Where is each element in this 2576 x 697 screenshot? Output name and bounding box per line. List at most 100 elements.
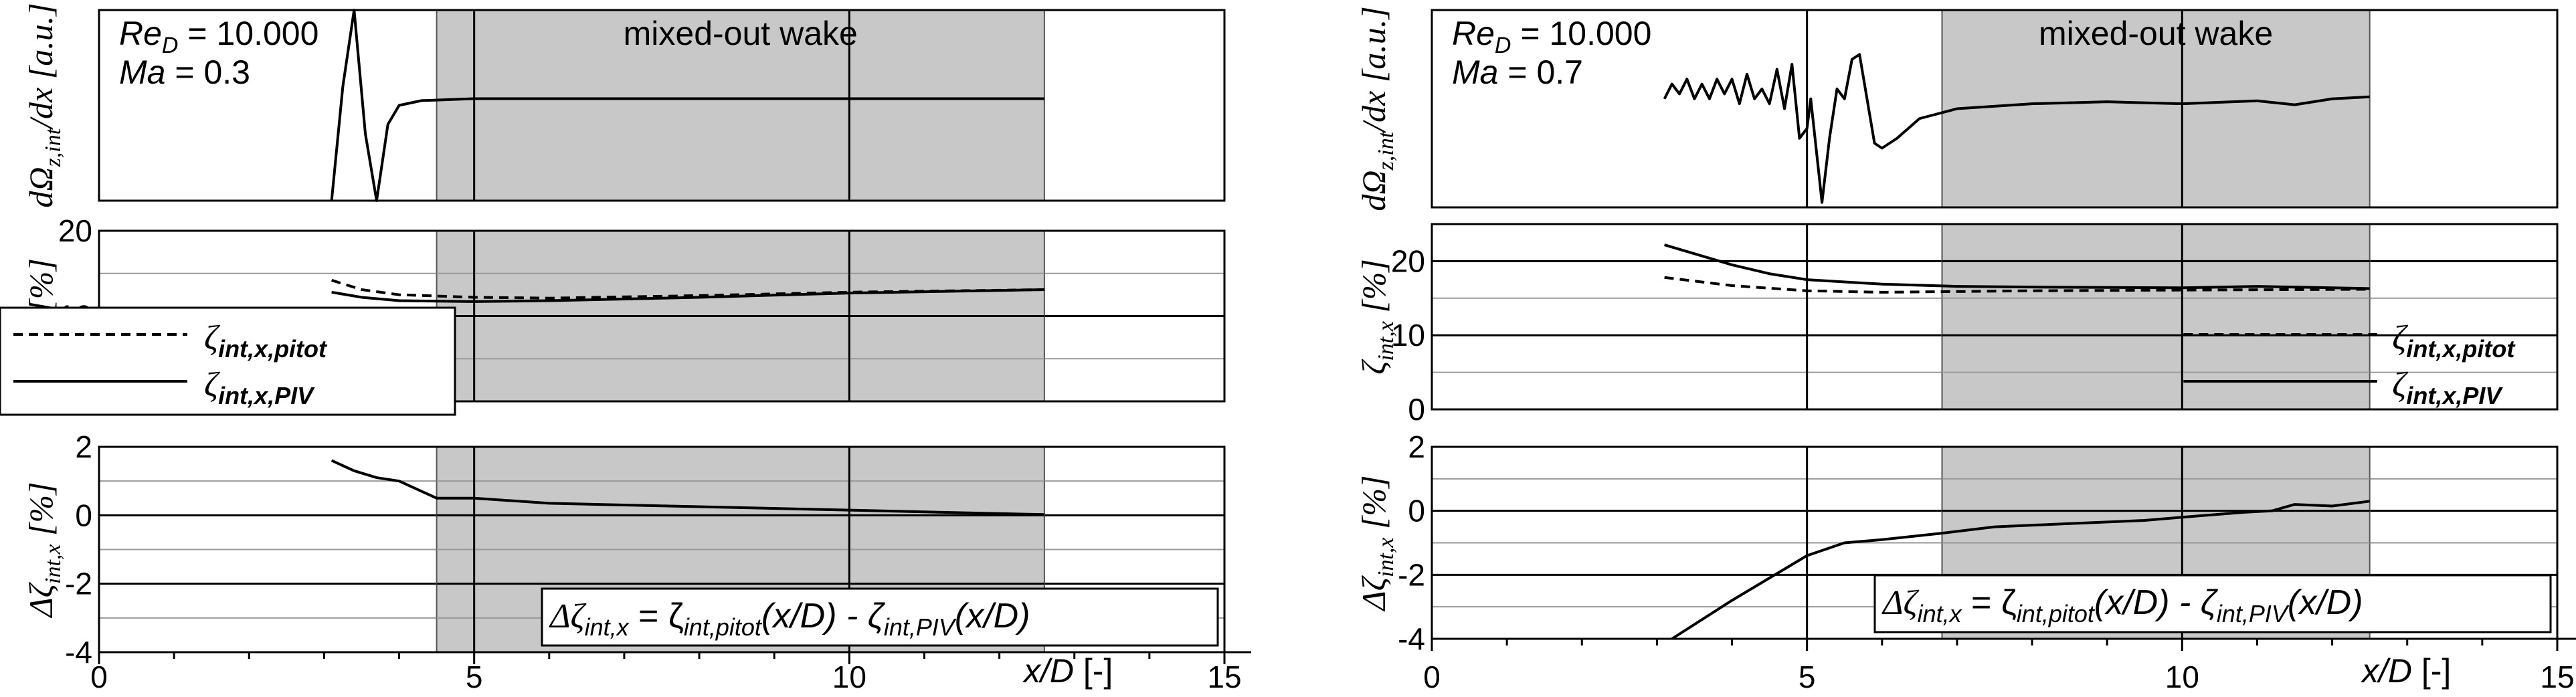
y-tick-label: 2 (1408, 429, 1425, 464)
formula-sub: int,pitot (2017, 600, 2096, 627)
y-label-tail: /dx (1355, 91, 1392, 134)
chart-panel-left: dΩz,int/dx [a.u.] 0 10 20 ζ int,x [%] -4 -2 0 2 Δζ… (0, 3, 1251, 694)
y-label-unit: [%] (1355, 259, 1392, 321)
x-tick-label: 5 (466, 660, 483, 694)
legend-symbol: ζ (204, 319, 220, 357)
y-tick-label: 2 (75, 429, 92, 464)
ma-value: = 0.3 (165, 54, 250, 91)
reynolds-label: ReD = 10.000 (1452, 15, 1651, 58)
y-label-unit: [%] (22, 482, 60, 544)
subplot-top: dΩz,int/dx [a.u.] (22, 3, 1226, 208)
y-axis-label-bottom: Δζint,x [%] (1355, 475, 1398, 611)
y-tick-label: -2 (65, 567, 92, 601)
x-tick-label: 5 (1799, 660, 1816, 694)
y-label-sub: int,x (1374, 538, 1398, 577)
x-tick-label: 0 (1423, 660, 1441, 694)
series-line-middle-1 (331, 288, 1044, 303)
legend-subscript: int,x,PIV (218, 382, 315, 409)
series-line-top-0 (330, 9, 1044, 202)
x-label-unit: [-] (2412, 652, 2451, 690)
legend-label-1: ζint,x,PIV (204, 366, 315, 409)
y-label-main: Δζ (22, 581, 60, 618)
x-tick-label: 10 (832, 660, 866, 694)
y-label-sub: int,x (1374, 321, 1398, 361)
series-line-bottom-0 (331, 459, 1044, 516)
series-line-bottom-0 (1671, 500, 2370, 640)
re-subscript: D (162, 33, 179, 58)
y-tick-label: -2 (1398, 557, 1425, 592)
y-axis-label-top: dΩz,int/dx [a.u.] (22, 3, 66, 207)
ma-symbol: Ma (1452, 54, 1498, 91)
legend-symbol: ζ (2392, 319, 2408, 357)
re-value: = 10.000 (178, 15, 318, 52)
x-label-var: x/D (2361, 652, 2412, 690)
formula-sub: int,x (1918, 600, 1963, 627)
formula-part: = ζ (1962, 583, 2017, 622)
formula-part: (x/D) - ζ (761, 597, 886, 635)
y-tick-label: 0 (75, 498, 92, 532)
series-line-middle-0 (1664, 276, 2370, 294)
shaded-region (1941, 223, 2371, 410)
legend-symbol: ζ (2392, 366, 2408, 404)
y-axis-label-bottom: Δζint,x [%] (22, 482, 66, 618)
y-tick-label: 0 (1408, 392, 1425, 427)
x-axis-label: x/D [-] (1022, 652, 1113, 690)
x-axis-label: x/D [-] (2361, 652, 2451, 690)
y-tick-label: -4 (65, 635, 92, 670)
subplot-top: dΩz,int/dx [a.u.] (1355, 6, 2559, 211)
y-label-unit: [%] (1355, 475, 1392, 537)
formula-text: Δζint,x = ζint,pitot(x/D) - ζint,PIV(x/D… (1881, 583, 2363, 627)
legend-subscript: int,x,pitot (218, 335, 328, 363)
x-tick-label: 15 (2540, 660, 2574, 694)
y-tick-label: 10 (1391, 318, 1425, 353)
re-subscript: D (1495, 33, 1511, 58)
legend-label-0: ζint,x,pitot (204, 319, 328, 363)
y-tick-label: 20 (58, 213, 92, 248)
y-label-sub: int,x (41, 544, 66, 584)
legend-label-1: ζint,x,PIV (2392, 366, 2503, 409)
formula-sub: int,PIV (884, 613, 957, 641)
x-tick-label: 0 (90, 660, 108, 694)
formula-part: Δζ (1881, 584, 1920, 622)
x-tick-label: 15 (1207, 660, 1241, 694)
re-symbol: Re (119, 15, 162, 52)
formula-part: (x/D) (955, 597, 1030, 635)
ma-symbol: Ma (119, 54, 165, 91)
y-label-main: Δζ (1355, 575, 1392, 611)
formula-box (1873, 574, 2552, 633)
plot-frame (1431, 223, 2559, 411)
y-label-sub: z,int (1374, 130, 1398, 171)
formula-text: Δζint,x = ζint,pitot(x/D) - ζint,PIV(x/D… (549, 597, 1030, 641)
formula-sub: int,PIV (2217, 600, 2290, 627)
formula-part: Δζ (549, 597, 587, 635)
legend-box (0, 306, 456, 416)
plot-frame (1431, 9, 2559, 209)
y-tick-label: -4 (1398, 621, 1425, 656)
series-line-middle-1 (1664, 243, 2370, 290)
legend-subscript: int,x,pitot (2406, 335, 2516, 363)
x-axis: 0 5 10 15 x/D [-] (1423, 637, 2576, 694)
legend-subscript: int,x,PIV (2406, 382, 2503, 409)
legend-label-0: ζint,x,pitot (2392, 319, 2516, 363)
x-label-var: x/D (1022, 652, 1074, 690)
formula-part: = ζ (629, 597, 684, 635)
x-label-unit: [-] (1074, 652, 1113, 690)
y-label-main: dΩ (22, 167, 60, 207)
formula-sub: int,x (585, 613, 630, 641)
series-line-top-0 (1663, 53, 2370, 204)
formula-part: (x/D) (2288, 583, 2363, 622)
mach-label: Ma = 0.7 (1452, 54, 1583, 91)
formula-part: (x/D) - ζ (2094, 583, 2219, 622)
formula-sub: int,pitot (684, 613, 763, 641)
y-label-sub: z,int (41, 127, 66, 167)
y-tick-label: 20 (1391, 243, 1425, 278)
shaded-region (1941, 9, 2371, 208)
y-label-tail: /dx (22, 88, 60, 130)
y-axis-label-middle: ζint,x [%] (1355, 259, 1398, 375)
y-label-main: dΩ (1355, 170, 1392, 211)
legend-symbol: ζ (204, 366, 220, 404)
plot-frame (98, 9, 1226, 202)
